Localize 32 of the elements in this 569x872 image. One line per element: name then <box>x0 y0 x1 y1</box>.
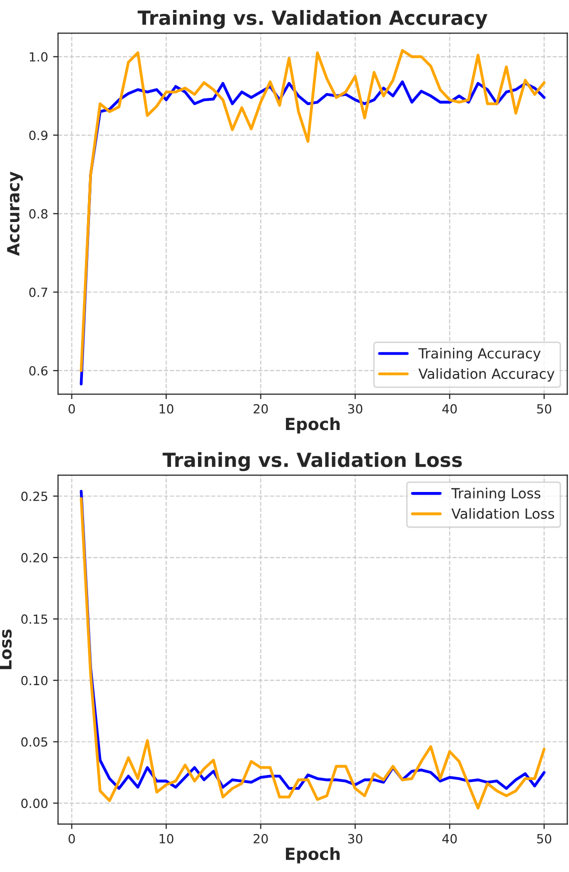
x-axis-title: Epoch <box>286 417 340 434</box>
y-tick-label: 0.8 <box>29 209 48 219</box>
x-tick-label: 0 <box>68 404 75 414</box>
x-tick-label: 10 <box>160 404 174 414</box>
y-tick-label: 1.0 <box>30 52 48 62</box>
legend-label: Training Loss <box>451 488 540 502</box>
x-axis-title: Epoch <box>286 847 340 864</box>
x-tick-label: 20 <box>254 834 268 844</box>
y-tick-label: 0.25 <box>21 492 48 502</box>
y-tick-label: 0.10 <box>21 676 48 686</box>
x-tick-label: 50 <box>537 834 552 844</box>
x-tick-label: 30 <box>348 404 362 414</box>
y-tick-label: 0.7 <box>29 288 48 298</box>
x-tick-label: 50 <box>537 404 552 414</box>
y-tick-label: 0.00 <box>21 798 48 808</box>
y-tick-label: 0.15 <box>21 614 48 624</box>
chart-title: Training vs. Validation Accuracy <box>138 10 488 29</box>
chart-title: Training vs. Validation Loss <box>162 452 462 472</box>
y-axis-title: Accuracy <box>7 172 23 256</box>
x-tick-label: 40 <box>442 404 457 414</box>
x-tick-label: 0 <box>68 834 75 844</box>
y-tick-label: 0.20 <box>21 553 48 562</box>
legend-label: Validation Loss <box>451 508 554 519</box>
x-tick-label: 10 <box>160 834 174 844</box>
y-tick-label: 0.9 <box>29 130 48 140</box>
y-tick-label: 0.6 <box>29 366 48 376</box>
legend-label: Training Accuracy <box>418 348 541 362</box>
x-tick-label: 40 <box>442 834 457 844</box>
x-tick-label: 30 <box>348 834 362 844</box>
x-tick-label: 20 <box>254 404 268 414</box>
y-tick-label: 0.05 <box>21 737 48 747</box>
legend-label: Validation Accuracy <box>418 368 554 382</box>
